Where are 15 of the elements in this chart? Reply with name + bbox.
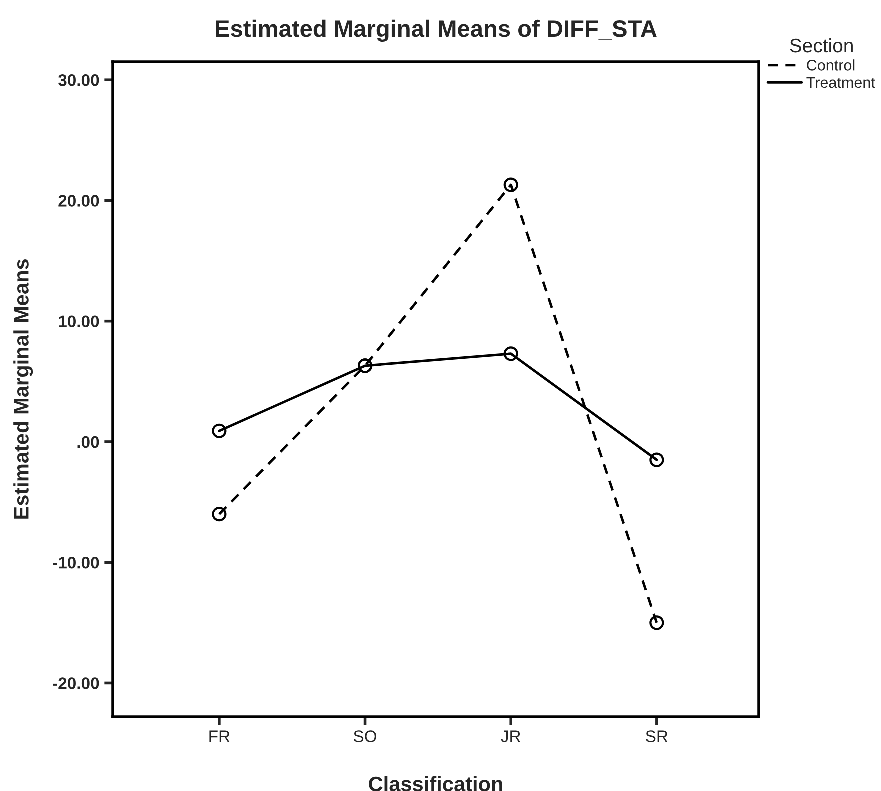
legend-title: Section [790,38,853,53]
chart-title: Estimated Marginal Means of DIFF_STA [216,20,657,42]
y-tick-label: -10.00 [53,557,100,569]
legend-label: Treatment [806,77,876,88]
y-tick-label: .00 [78,436,100,448]
y-tick-label: 30.00 [58,74,100,86]
y-axis-title: Estimated Marginal Means [14,260,34,519]
y-tick-label: -20.00 [53,678,100,690]
legend-label: Control [807,60,855,71]
x-tick-label: JR [501,730,521,742]
y-tick-label: 20.00 [58,195,100,207]
x-tick-label: SO [354,730,377,742]
y-tick-label: 10.00 [59,316,100,328]
x-tick-label: SR [646,730,668,742]
x-tick-label: FR [210,730,230,742]
